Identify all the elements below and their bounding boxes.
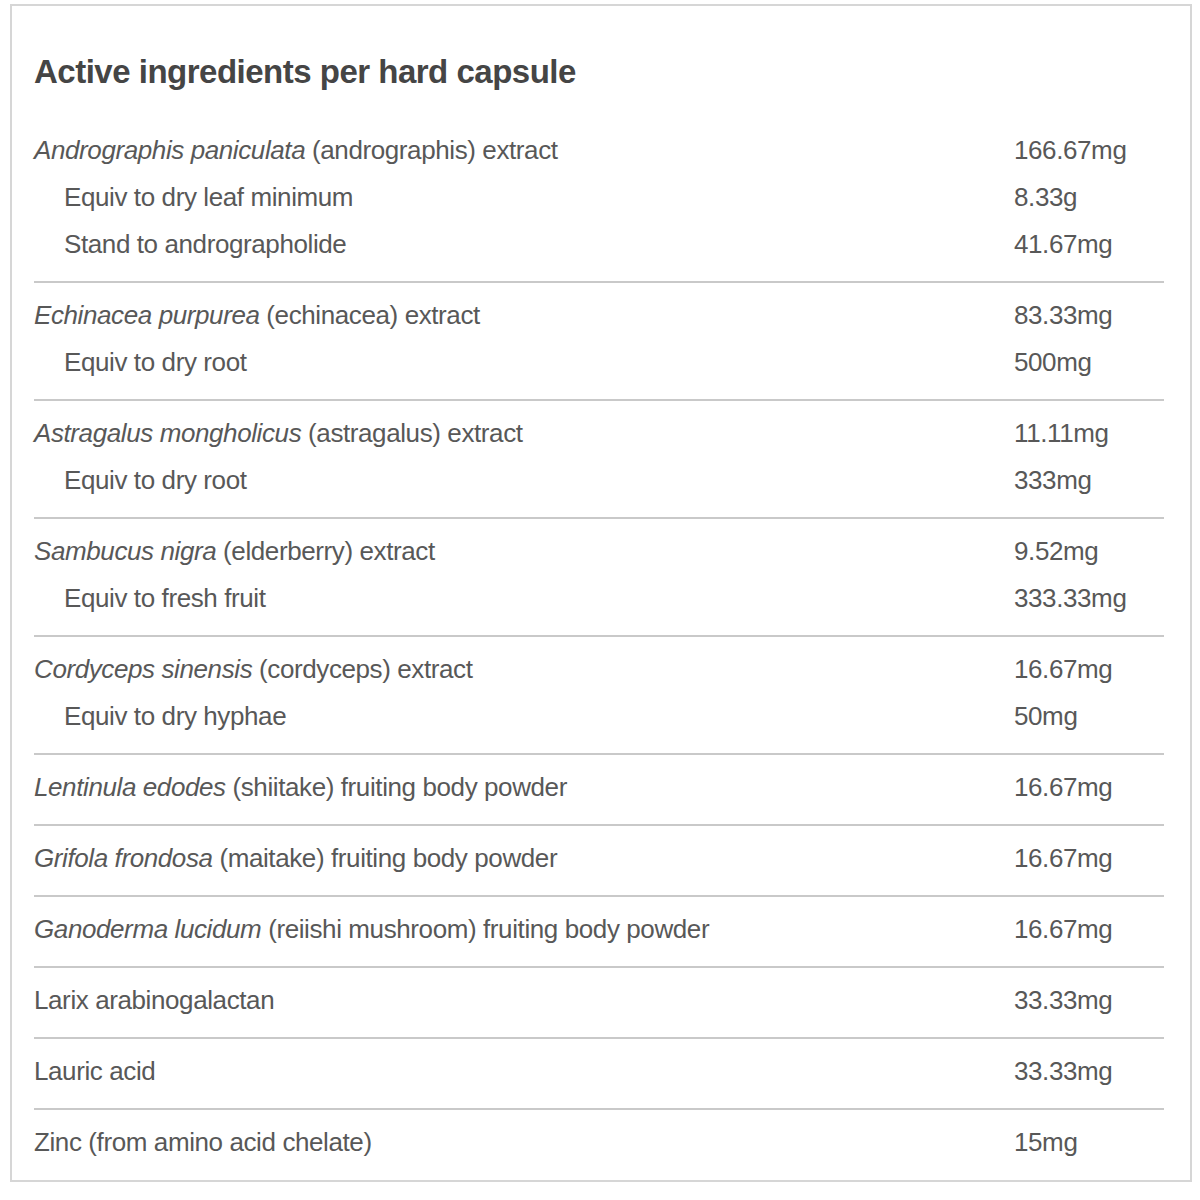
common-name: Equiv to fresh fruit [64, 583, 266, 613]
ingredient-amount: 16.67mg [1014, 646, 1164, 693]
ingredient-amount: 8.33g [1014, 174, 1164, 221]
ingredient-row: Zinc (from amino acid chelate) 15mg [34, 1119, 1164, 1166]
common-name: Equiv to dry leaf minimum [64, 182, 353, 212]
ingredient-group-cordyceps: Cordyceps sinensis (cordyceps) extract 1… [34, 637, 1164, 755]
ingredient-name: Equiv to fresh fruit [34, 575, 1014, 622]
common-name: Equiv to dry hyphae [64, 701, 286, 731]
ingredient-amount: 9.52mg [1014, 528, 1164, 575]
panel-title: Active ingredients per hard capsule [34, 6, 1164, 92]
ingredient-amount: 33.33mg [1014, 977, 1164, 1024]
common-name: (andrographis) extract [305, 135, 557, 165]
ingredient-amount: 16.67mg [1014, 764, 1164, 811]
ingredient-group-andrographis: Andrographis paniculata (andrographis) e… [34, 118, 1164, 283]
ingredient-row: Lauric acid 33.33mg [34, 1048, 1164, 1095]
ingredient-row: Astragalus mongholicus (astragalus) extr… [34, 410, 1164, 457]
ingredient-name: Equiv to dry root [34, 339, 1014, 386]
equivalence-row: Equiv to fresh fruit 333.33mg [34, 575, 1164, 622]
ingredient-amount: 15mg [1014, 1119, 1164, 1166]
ingredient-group-lauric-acid: Lauric acid 33.33mg [34, 1039, 1164, 1110]
common-name: Zinc (from amino acid chelate) [34, 1127, 372, 1157]
latin-name: Sambucus nigra [34, 536, 216, 566]
common-name: Equiv to dry root [64, 347, 247, 377]
panel-content: Active ingredients per hard capsule Andr… [12, 6, 1190, 1180]
common-name: (cordyceps) extract [252, 654, 472, 684]
latin-name: Lentinula edodes [34, 772, 226, 802]
ingredient-name: Zinc (from amino acid chelate) [34, 1119, 1014, 1166]
ingredient-group-shiitake: Lentinula edodes (shiitake) fruiting bod… [34, 755, 1164, 826]
ingredients-panel: Active ingredients per hard capsule Andr… [10, 4, 1192, 1182]
ingredient-group-echinacea: Echinacea purpurea (echinacea) extract 8… [34, 283, 1164, 401]
ingredient-name: Echinacea purpurea (echinacea) extract [34, 292, 1014, 339]
ingredient-amount: 16.67mg [1014, 906, 1164, 953]
common-name: (maitake) fruiting body powder [213, 843, 558, 873]
ingredient-amount: 333mg [1014, 457, 1164, 504]
common-name: Stand to andrographolide [64, 229, 346, 259]
ingredient-name: Cordyceps sinensis (cordyceps) extract [34, 646, 1014, 693]
ingredient-name: Ganoderma lucidum (reiishi mushroom) fru… [34, 906, 1014, 953]
ingredients-list: Andrographis paniculata (andrographis) e… [34, 118, 1164, 1179]
equivalence-row: Equiv to dry root 333mg [34, 457, 1164, 504]
equivalence-row: Equiv to dry root 500mg [34, 339, 1164, 386]
ingredient-name: Larix arabinogalactan [34, 977, 1014, 1024]
ingredient-name: Equiv to dry leaf minimum [34, 174, 1014, 221]
ingredient-amount: 16.67mg [1014, 835, 1164, 882]
ingredient-row: Grifola frondosa (maitake) fruiting body… [34, 835, 1164, 882]
ingredient-name: Andrographis paniculata (andrographis) e… [34, 127, 1014, 174]
common-name: (reiishi mushroom) fruiting body powder [261, 914, 709, 944]
ingredient-name: Stand to andrographolide [34, 221, 1014, 268]
ingredient-amount: 83.33mg [1014, 292, 1164, 339]
ingredient-group-reiishi: Ganoderma lucidum (reiishi mushroom) fru… [34, 897, 1164, 968]
ingredient-amount: 500mg [1014, 339, 1164, 386]
ingredient-name: Equiv to dry hyphae [34, 693, 1014, 740]
ingredient-group-zinc: Zinc (from amino acid chelate) 15mg [34, 1110, 1164, 1179]
ingredient-name: Astragalus mongholicus (astragalus) extr… [34, 410, 1014, 457]
ingredient-group-larix: Larix arabinogalactan 33.33mg [34, 968, 1164, 1039]
common-name: Lauric acid [34, 1056, 155, 1086]
common-name: (elderberry) extract [216, 536, 434, 566]
ingredient-amount: 41.67mg [1014, 221, 1164, 268]
ingredient-row: Larix arabinogalactan 33.33mg [34, 977, 1164, 1024]
equivalence-row: Equiv to dry hyphae 50mg [34, 693, 1164, 740]
latin-name: Echinacea purpurea [34, 300, 260, 330]
ingredient-amount: 33.33mg [1014, 1048, 1164, 1095]
ingredient-name: Lentinula edodes (shiitake) fruiting bod… [34, 764, 1014, 811]
common-name: (astragalus) extract [301, 418, 522, 448]
ingredient-amount: 166.67mg [1014, 127, 1164, 174]
equivalence-row: Stand to andrographolide 41.67mg [34, 221, 1164, 268]
ingredient-row: Sambucus nigra (elderberry) extract 9.52… [34, 528, 1164, 575]
ingredient-name: Grifola frondosa (maitake) fruiting body… [34, 835, 1014, 882]
latin-name: Cordyceps sinensis [34, 654, 252, 684]
ingredient-row: Lentinula edodes (shiitake) fruiting bod… [34, 764, 1164, 811]
common-name: Larix arabinogalactan [34, 985, 274, 1015]
ingredient-row: Ganoderma lucidum (reiishi mushroom) fru… [34, 906, 1164, 953]
common-name: (echinacea) extract [260, 300, 480, 330]
ingredient-name: Lauric acid [34, 1048, 1014, 1095]
equivalence-row: Equiv to dry leaf minimum 8.33g [34, 174, 1164, 221]
ingredient-amount: 50mg [1014, 693, 1164, 740]
latin-name: Astragalus mongholicus [34, 418, 301, 448]
ingredient-group-maitake: Grifola frondosa (maitake) fruiting body… [34, 826, 1164, 897]
ingredient-group-astragalus: Astragalus mongholicus (astragalus) extr… [34, 401, 1164, 519]
latin-name: Grifola frondosa [34, 843, 213, 873]
ingredient-row: Echinacea purpurea (echinacea) extract 8… [34, 292, 1164, 339]
common-name: (shiitake) fruiting body powder [226, 772, 567, 802]
latin-name: Ganoderma lucidum [34, 914, 261, 944]
ingredient-amount: 333.33mg [1014, 575, 1164, 622]
ingredient-name: Equiv to dry root [34, 457, 1014, 504]
ingredient-amount: 11.11mg [1014, 410, 1164, 457]
ingredient-name: Sambucus nigra (elderberry) extract [34, 528, 1014, 575]
common-name: Equiv to dry root [64, 465, 247, 495]
ingredient-row: Cordyceps sinensis (cordyceps) extract 1… [34, 646, 1164, 693]
ingredient-group-elderberry: Sambucus nigra (elderberry) extract 9.52… [34, 519, 1164, 637]
ingredient-row: Andrographis paniculata (andrographis) e… [34, 127, 1164, 174]
latin-name: Andrographis paniculata [34, 135, 305, 165]
